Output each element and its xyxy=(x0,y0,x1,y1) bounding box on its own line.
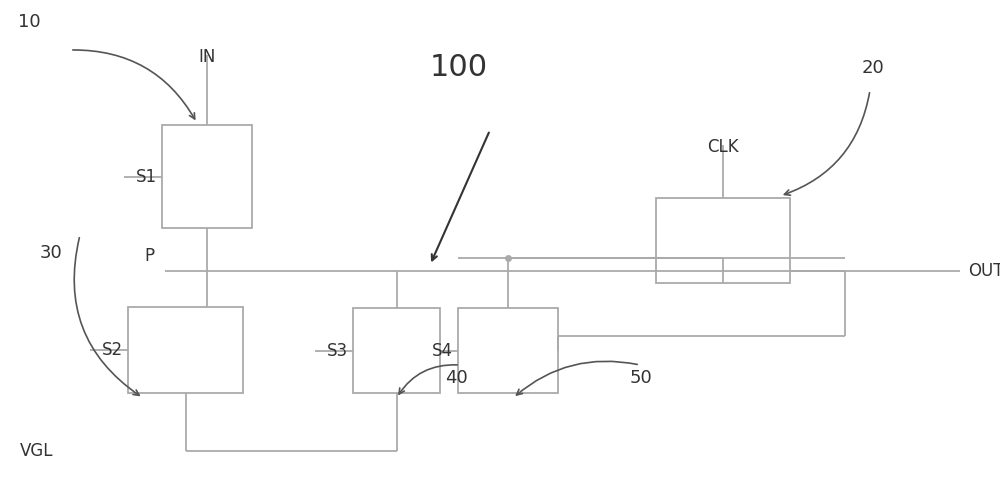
Text: S4: S4 xyxy=(432,342,453,359)
Text: S2: S2 xyxy=(102,341,123,359)
Text: 100: 100 xyxy=(430,54,488,82)
Text: 50: 50 xyxy=(630,369,653,387)
Bar xyxy=(656,198,790,283)
Bar xyxy=(458,308,558,393)
Text: 40: 40 xyxy=(445,369,468,387)
Bar xyxy=(353,308,440,393)
Text: S1: S1 xyxy=(136,168,157,185)
Text: P: P xyxy=(145,247,155,265)
Bar xyxy=(162,125,252,228)
Bar xyxy=(128,307,243,393)
Text: S3: S3 xyxy=(327,342,348,359)
Text: 20: 20 xyxy=(862,59,885,77)
Text: CLK: CLK xyxy=(707,138,739,156)
Text: VGL: VGL xyxy=(20,442,54,460)
Text: 30: 30 xyxy=(40,244,63,262)
Text: OUT: OUT xyxy=(968,262,1000,280)
Text: 10: 10 xyxy=(18,13,41,31)
Text: IN: IN xyxy=(198,48,216,66)
